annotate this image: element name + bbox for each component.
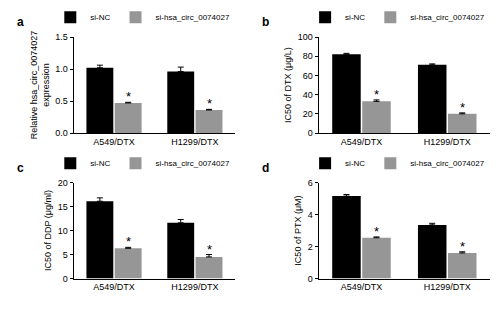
svg-text:*: *	[207, 242, 212, 257]
svg-text:2: 2	[308, 242, 313, 252]
svg-text:80: 80	[303, 51, 313, 61]
svg-text:A549/DTX: A549/DTX	[341, 137, 383, 147]
svg-text:Relative hsa_circ_0074027expre: Relative hsa_circ_0074027expression	[29, 31, 51, 140]
svg-text:A549/DTX: A549/DTX	[93, 282, 135, 292]
svg-text:1.0: 1.0	[55, 64, 68, 74]
svg-text:si-NC: si-NC	[90, 159, 110, 168]
svg-text:4: 4	[308, 210, 313, 220]
svg-text:d: d	[262, 161, 269, 175]
svg-text:0.0: 0.0	[55, 128, 68, 138]
svg-text:si-NC: si-NC	[90, 13, 110, 22]
svg-text:0: 0	[308, 274, 313, 284]
svg-text:*: *	[374, 87, 379, 102]
svg-text:H1299/DTX: H1299/DTX	[171, 137, 218, 147]
svg-text:H1299/DTX: H1299/DTX	[424, 137, 471, 147]
svg-text:si-hsa_circ_0074027: si-hsa_circ_0074027	[156, 159, 230, 168]
svg-text:b: b	[262, 15, 269, 29]
svg-text:c: c	[17, 161, 24, 175]
svg-text:IC50 of DDP (μg/ml): IC50 of DDP (μg/ml)	[43, 190, 53, 271]
svg-text:*: *	[126, 89, 131, 104]
svg-text:60: 60	[303, 71, 313, 81]
svg-text:si-NC: si-NC	[345, 13, 365, 22]
svg-text:H1299/DTX: H1299/DTX	[171, 282, 218, 292]
svg-text:A549/DTX: A549/DTX	[93, 137, 135, 147]
svg-text:6: 6	[308, 178, 313, 188]
svg-text:IC50 of PTX (μM): IC50 of PTX (μM)	[293, 195, 303, 265]
svg-text:*: *	[460, 100, 465, 115]
svg-text:si-NC: si-NC	[345, 159, 365, 168]
svg-text:a: a	[17, 15, 24, 29]
svg-text:20: 20	[303, 109, 313, 119]
svg-text:*: *	[126, 234, 131, 249]
svg-text:si-hsa_circ_0074027: si-hsa_circ_0074027	[410, 13, 484, 22]
svg-text:si-hsa_circ_0074027: si-hsa_circ_0074027	[156, 13, 230, 22]
svg-text:1.5: 1.5	[55, 32, 68, 42]
svg-text:*: *	[207, 96, 212, 111]
svg-text:si-hsa_circ_0074027: si-hsa_circ_0074027	[410, 159, 484, 168]
svg-text:0.5: 0.5	[55, 96, 68, 106]
svg-text:100: 100	[298, 32, 313, 42]
svg-text:20: 20	[58, 178, 68, 188]
svg-text:40: 40	[303, 90, 313, 100]
svg-text:15: 15	[58, 202, 68, 212]
svg-text:*: *	[460, 239, 465, 254]
svg-text:*: *	[374, 224, 379, 239]
svg-text:H1299/DTX: H1299/DTX	[424, 282, 471, 292]
svg-text:0: 0	[63, 274, 68, 284]
svg-text:A549/DTX: A549/DTX	[341, 282, 383, 292]
svg-text:0: 0	[308, 128, 313, 138]
svg-text:10: 10	[58, 226, 68, 236]
svg-text:IC50 of DTX (μg/L): IC50 of DTX (μg/L)	[283, 47, 293, 123]
svg-text:5: 5	[63, 250, 68, 260]
